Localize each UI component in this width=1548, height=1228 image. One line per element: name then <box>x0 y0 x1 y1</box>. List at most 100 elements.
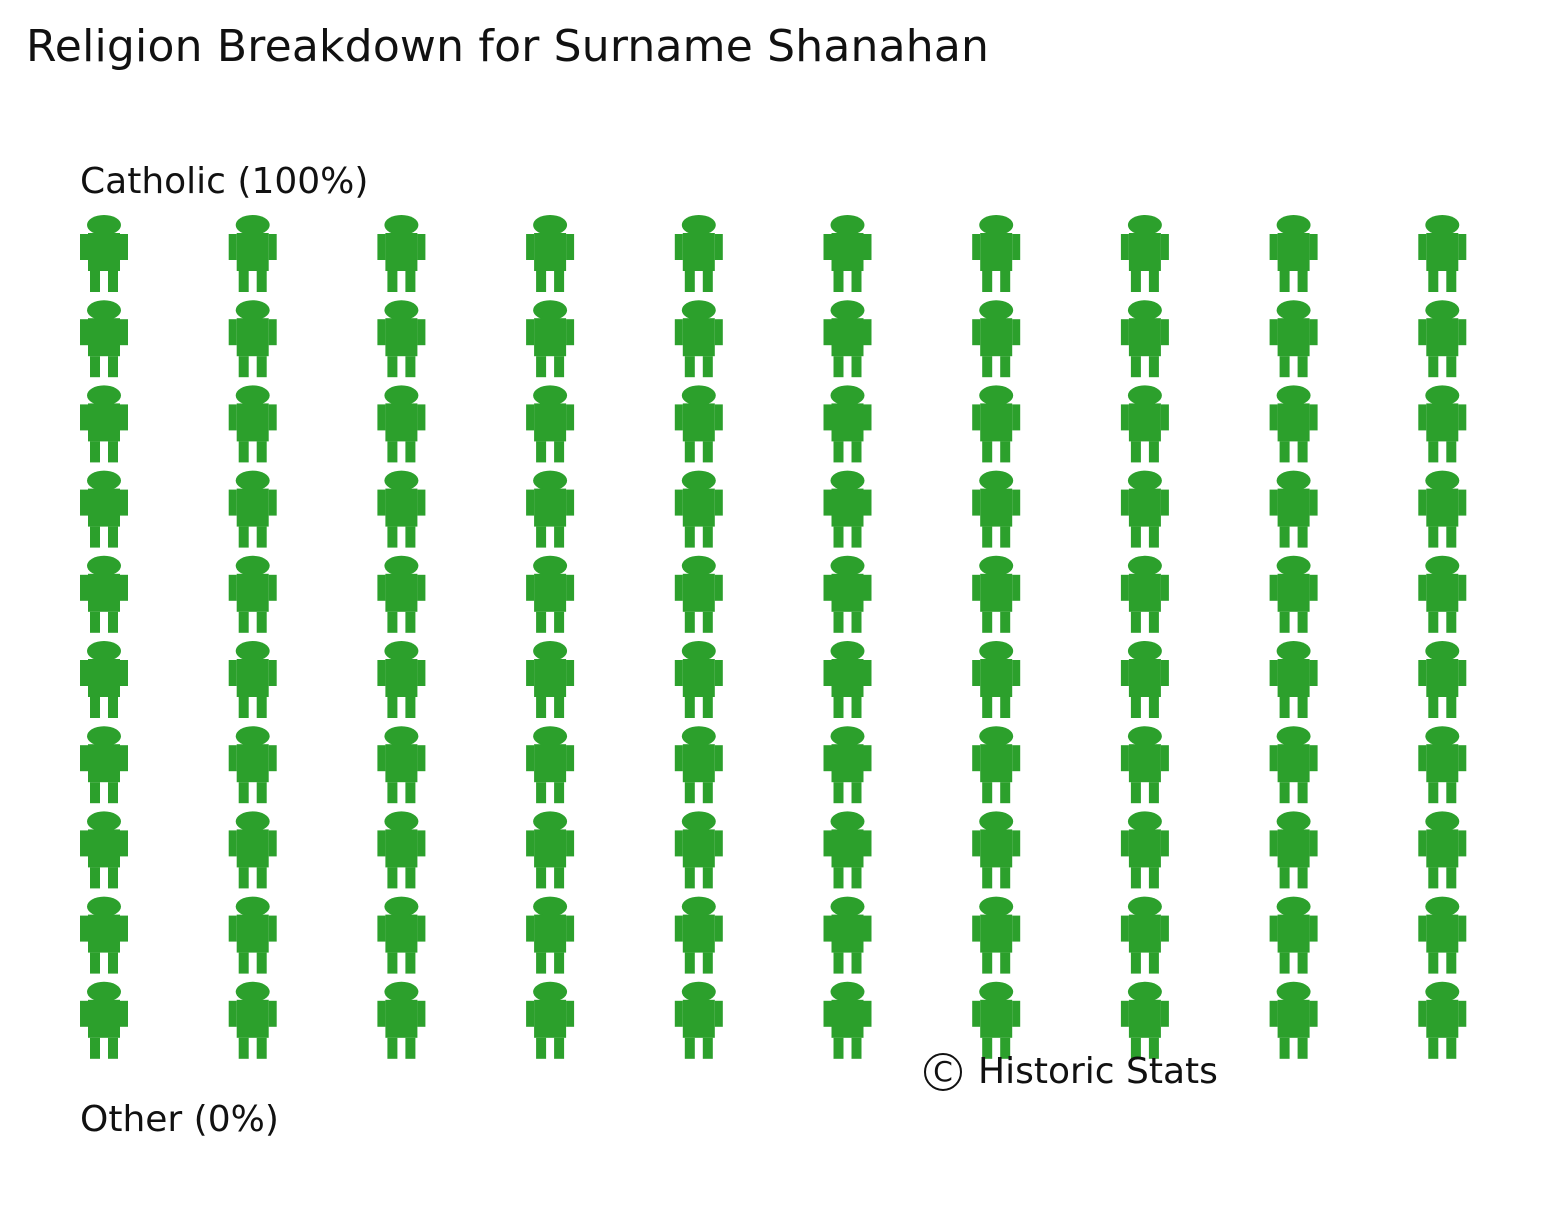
person-icon <box>377 726 426 804</box>
person-icon <box>1269 555 1318 633</box>
person-icon <box>80 896 128 974</box>
person-icon <box>1269 641 1318 718</box>
person-icon <box>972 811 1021 889</box>
person-icon <box>80 470 128 548</box>
person-icon <box>823 470 872 548</box>
person-icon <box>80 811 128 889</box>
person-icon <box>228 215 277 292</box>
person-icon <box>526 811 575 889</box>
person-icon <box>674 981 723 1059</box>
person-icon <box>1120 385 1169 463</box>
person-icon <box>1120 726 1169 804</box>
person-icon <box>377 641 426 718</box>
person-icon <box>228 981 277 1059</box>
person-icon <box>823 981 872 1059</box>
person-icon <box>1269 215 1318 292</box>
person-icon <box>526 641 575 718</box>
person-icon <box>80 981 128 1059</box>
person-icon <box>972 300 1021 378</box>
person-icon <box>823 215 872 292</box>
person-icon <box>377 811 426 889</box>
person-icon <box>228 300 277 378</box>
person-icon <box>1120 470 1169 548</box>
category-label-catholic: Catholic (100%) <box>80 161 369 202</box>
copyright-credit: C Historic Stats <box>924 1050 1218 1094</box>
person-icon <box>1418 555 1467 633</box>
person-icon <box>228 385 277 463</box>
person-icon <box>1269 981 1318 1059</box>
person-icon <box>823 896 872 974</box>
person-icon <box>377 981 426 1059</box>
person-icon <box>377 300 426 378</box>
person-icon <box>823 555 872 633</box>
category-label-other: Other (0%) <box>80 1099 279 1140</box>
person-icon <box>228 896 277 974</box>
person-icon <box>526 470 575 548</box>
person-icon <box>228 470 277 548</box>
person-icon <box>674 641 723 718</box>
person-icon <box>972 470 1021 548</box>
person-icon <box>377 215 426 292</box>
person-icon <box>1120 811 1169 889</box>
person-icon <box>228 811 277 889</box>
person-icon <box>674 555 723 633</box>
person-icon <box>972 385 1021 463</box>
person-icon <box>823 641 872 718</box>
person-icon <box>674 300 723 378</box>
person-icon <box>823 300 872 378</box>
person-icon <box>526 555 575 633</box>
chart-title: Religion Breakdown for Surname Shanahan <box>26 21 990 72</box>
person-icon <box>1418 470 1467 548</box>
person-icon <box>972 726 1021 804</box>
person-icon <box>526 300 575 378</box>
person-icon <box>1418 981 1467 1059</box>
person-icon <box>526 215 575 292</box>
person-icon <box>228 641 277 718</box>
person-icon <box>1418 641 1467 718</box>
person-icon <box>80 300 128 378</box>
person-icon <box>674 896 723 974</box>
person-icon <box>80 555 128 633</box>
person-icon <box>377 385 426 463</box>
person-icon <box>377 555 426 633</box>
person-icon <box>377 470 426 548</box>
person-icon <box>1418 385 1467 463</box>
person-icon <box>674 385 723 463</box>
person-icon <box>80 641 128 718</box>
person-icon <box>823 726 872 804</box>
person-icon <box>674 811 723 889</box>
person-icon <box>1418 811 1467 889</box>
person-icon <box>972 215 1021 292</box>
person-icon <box>1269 300 1318 378</box>
person-icon <box>1120 981 1169 1059</box>
person-icon <box>1269 726 1318 804</box>
person-icon <box>80 726 128 804</box>
person-icon <box>228 555 277 633</box>
person-icon <box>526 385 575 463</box>
person-icon <box>1418 215 1467 292</box>
person-icon <box>1269 470 1318 548</box>
person-icon <box>1418 896 1467 974</box>
person-icon <box>823 811 872 889</box>
person-icon <box>1269 896 1318 974</box>
person-icon <box>674 215 723 292</box>
person-icon <box>674 726 723 804</box>
person-icon <box>1120 641 1169 718</box>
person-icon <box>1120 555 1169 633</box>
person-icon <box>972 555 1021 633</box>
person-icon <box>1120 300 1169 378</box>
person-icon <box>526 896 575 974</box>
person-icon <box>80 385 128 463</box>
copyright-icon: C <box>924 1053 962 1091</box>
person-icon <box>1120 896 1169 974</box>
person-icon <box>526 981 575 1059</box>
person-icon <box>1418 726 1467 804</box>
person-icon <box>674 470 723 548</box>
person-icon <box>1418 300 1467 378</box>
person-icon <box>526 726 575 804</box>
person-icon <box>228 726 277 804</box>
person-icon <box>972 981 1021 1059</box>
person-icon <box>823 385 872 463</box>
credit-text: Historic Stats <box>978 1051 1218 1092</box>
